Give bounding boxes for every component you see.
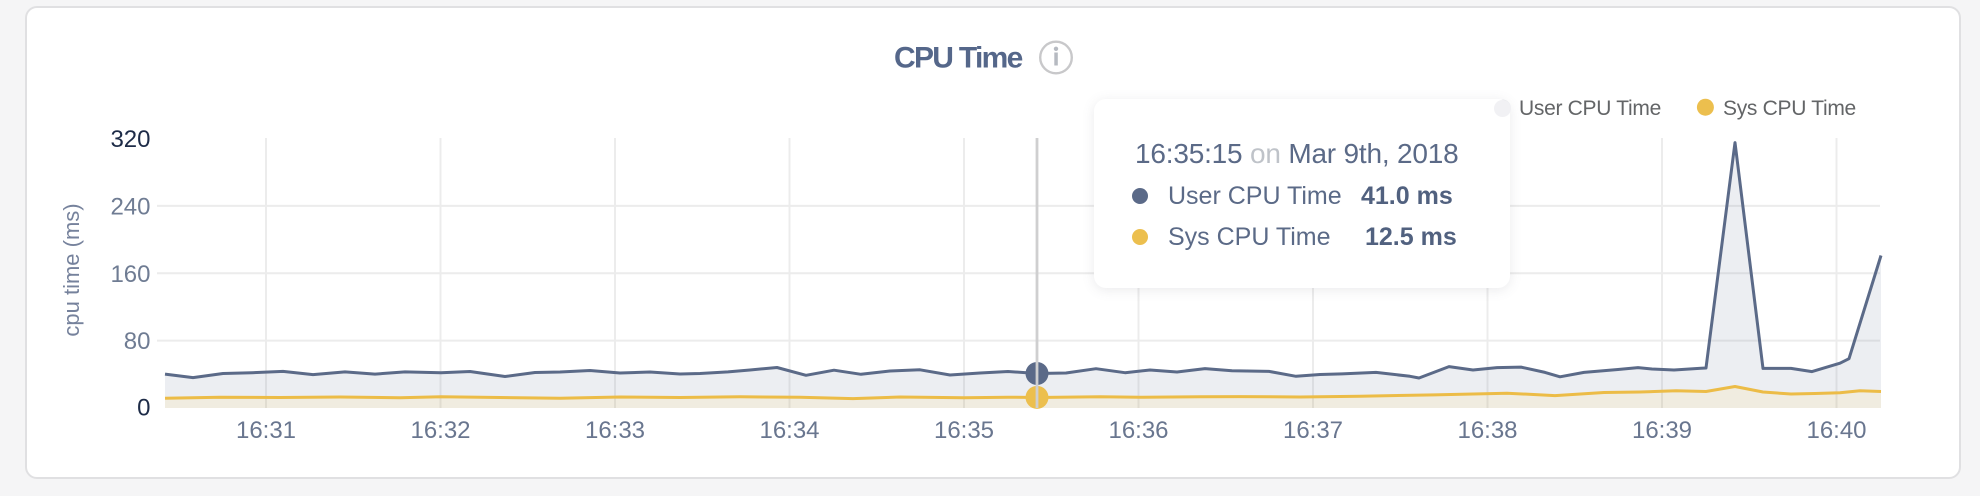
svg-text:16:39: 16:39 (1632, 417, 1692, 444)
svg-text:Sys CPU Time: Sys CPU Time (1723, 97, 1856, 120)
svg-text:16:37: 16:37 (1283, 417, 1343, 444)
svg-text:16:32: 16:32 (410, 417, 470, 444)
svg-text:320: 320 (110, 126, 150, 153)
svg-text:16:38: 16:38 (1457, 417, 1517, 444)
svg-text:16:33: 16:33 (585, 417, 645, 444)
svg-text:160: 160 (110, 261, 150, 288)
svg-text:CPU Time: CPU Time (894, 42, 1023, 75)
svg-text:16:36: 16:36 (1108, 417, 1168, 444)
svg-text:User CPU Time: User CPU Time (1519, 97, 1661, 120)
svg-text:240: 240 (110, 194, 150, 221)
svg-text:0: 0 (137, 395, 150, 422)
svg-text:16:40: 16:40 (1806, 417, 1866, 444)
svg-text:16:35: 16:35 (934, 417, 994, 444)
svg-text:16:34: 16:34 (759, 417, 819, 444)
svg-text:16:31: 16:31 (236, 417, 296, 444)
svg-text:80: 80 (124, 328, 151, 355)
svg-text:cpu time (ms): cpu time (ms) (59, 203, 84, 336)
